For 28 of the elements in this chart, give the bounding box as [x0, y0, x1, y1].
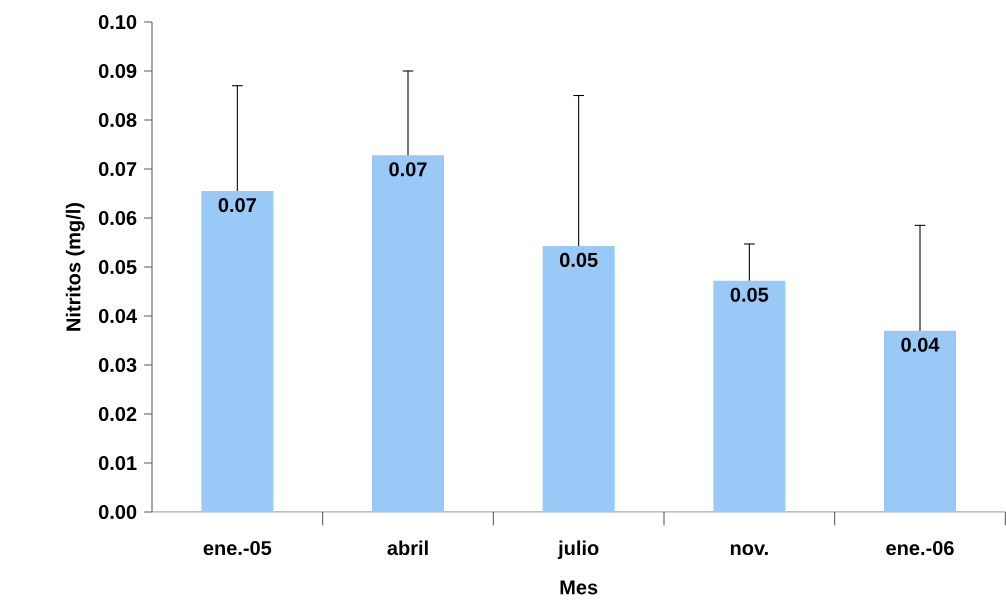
y-tick-label: 0.08 — [98, 112, 137, 128]
y-tick-label: 0.01 — [98, 455, 137, 471]
bar — [884, 330, 957, 512]
data-label: 0.05 — [560, 252, 598, 268]
y-tick-label: 0.06 — [98, 210, 137, 226]
y-tick-label: 0.05 — [98, 259, 137, 275]
y-tick-label: 0.07 — [98, 161, 137, 177]
bar — [201, 191, 274, 512]
bar — [372, 155, 444, 512]
y-tick-label: 0.10 — [98, 14, 137, 30]
x-tick-label: ene.-06 — [886, 540, 954, 556]
bar — [542, 245, 615, 512]
x-axis-title: Mes — [560, 580, 598, 595]
data-label: 0.05 — [730, 287, 769, 302]
y-tick-label: 0.00 — [98, 504, 137, 520]
y-tick-label: 0.09 — [98, 63, 137, 79]
y-axis-title: Nitritos (mg/l) — [65, 203, 85, 331]
y-tick-label: 0.03 — [98, 357, 137, 373]
x-tick-label: nov. — [730, 544, 768, 556]
x-tick-label: abril — [387, 540, 428, 556]
x-tick-label: ene.-05 — [203, 540, 272, 556]
y-tick-label: 0.04 — [98, 308, 137, 324]
data-label: 0.07 — [389, 162, 427, 177]
data-label: 0.07 — [218, 197, 256, 213]
x-tick-label: julio — [557, 540, 599, 560]
bar — [713, 280, 786, 512]
y-tick-label: 0.02 — [98, 406, 137, 422]
data-label: 0.04 — [901, 337, 940, 352]
